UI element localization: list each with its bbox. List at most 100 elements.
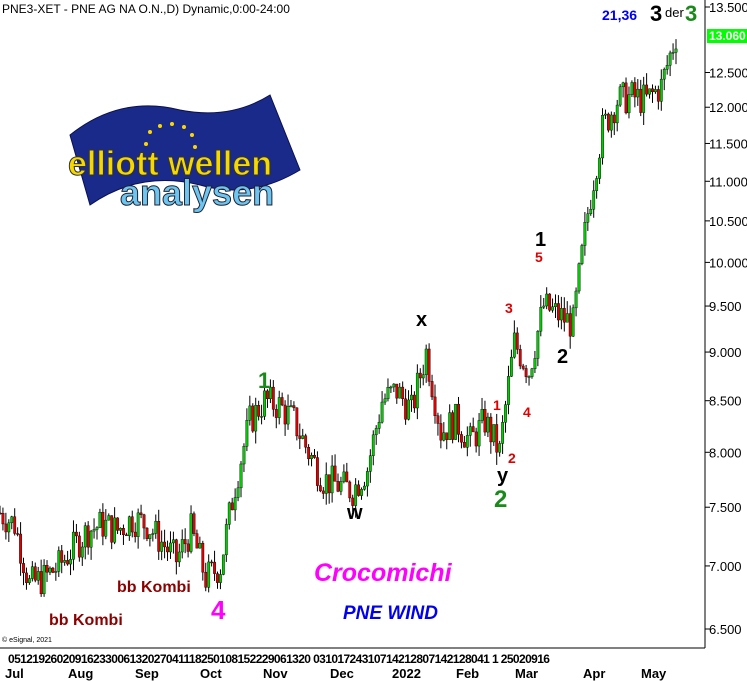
candle xyxy=(19,533,22,564)
day-tick-labels: 0512192602091623300613202704111825010815… xyxy=(8,652,550,666)
candle xyxy=(480,409,484,421)
y-tick-label: 13.500 xyxy=(709,0,747,15)
month-tick-label: Aug xyxy=(68,666,94,681)
candle xyxy=(442,432,446,441)
candle xyxy=(248,405,252,421)
candle xyxy=(63,560,67,563)
candle xyxy=(510,356,513,377)
candle xyxy=(42,565,46,595)
candle xyxy=(471,426,475,433)
candle xyxy=(383,398,387,403)
wave-label-w: w xyxy=(347,502,363,524)
candle xyxy=(448,412,452,440)
candle xyxy=(389,386,393,389)
candle xyxy=(371,434,375,456)
candle xyxy=(595,178,599,191)
candle xyxy=(269,386,272,400)
candle xyxy=(172,539,175,544)
candle xyxy=(7,522,11,533)
candle xyxy=(245,420,249,447)
candle xyxy=(607,113,610,131)
y-tick-label: 12.500 xyxy=(709,65,747,80)
candle xyxy=(60,550,64,563)
candle xyxy=(495,424,499,453)
candle xyxy=(462,442,466,448)
candle xyxy=(574,290,578,309)
candle xyxy=(404,398,407,420)
candle xyxy=(436,415,440,424)
candle xyxy=(69,559,72,565)
candle xyxy=(439,423,443,441)
candle xyxy=(583,222,587,246)
candle xyxy=(662,69,666,80)
candle xyxy=(257,405,261,417)
candle xyxy=(304,435,308,448)
candle xyxy=(357,484,360,496)
candle xyxy=(260,416,263,418)
candle xyxy=(348,481,352,499)
candle xyxy=(119,528,122,531)
candle xyxy=(624,82,628,114)
candle xyxy=(339,481,343,492)
candle xyxy=(25,572,28,583)
candle xyxy=(489,416,493,443)
candle xyxy=(254,405,258,432)
candle xyxy=(80,546,84,558)
candle xyxy=(345,471,349,483)
stock-name-label: PNE WIND xyxy=(343,603,438,624)
candle xyxy=(515,332,519,350)
candle xyxy=(201,542,205,573)
candle xyxy=(427,348,431,382)
candle xyxy=(330,465,334,494)
candle xyxy=(207,561,211,588)
y-tick-label: 10.500 xyxy=(709,214,747,229)
candle xyxy=(239,463,243,489)
candle xyxy=(89,530,93,548)
candle xyxy=(665,65,669,70)
candle xyxy=(651,88,654,93)
value-label: 21,36 xyxy=(602,7,638,23)
candle xyxy=(548,293,552,311)
candle xyxy=(139,512,143,515)
candle xyxy=(627,94,631,114)
candle xyxy=(401,386,405,400)
candle xyxy=(48,567,52,573)
candle xyxy=(577,263,581,292)
candle xyxy=(568,313,572,337)
candle xyxy=(277,397,281,418)
month-tick-label: Dec xyxy=(330,666,354,681)
y-tick-label: 8.000 xyxy=(709,445,742,460)
candle xyxy=(639,88,643,113)
candle xyxy=(230,502,234,511)
wave-label-green-1: 1 xyxy=(258,368,271,393)
candle xyxy=(116,517,119,531)
candle xyxy=(27,578,31,583)
candle xyxy=(659,78,663,102)
candle xyxy=(674,48,678,53)
candle xyxy=(536,330,540,359)
candle xyxy=(477,420,481,447)
candle xyxy=(612,114,616,124)
candle xyxy=(565,313,569,323)
wave-label-red-3: 3 xyxy=(505,300,513,316)
wave-label-red-5: 5 xyxy=(535,249,543,265)
wave-label-y: y xyxy=(497,465,509,487)
candle xyxy=(380,401,384,423)
candle xyxy=(562,308,566,323)
candle xyxy=(298,435,302,439)
candle xyxy=(1,513,5,525)
wave-label-red-4: 4 xyxy=(523,404,531,420)
candle xyxy=(224,524,228,556)
candle xyxy=(609,114,613,131)
month-tick-label: Jul xyxy=(5,666,24,681)
wave-label-3: 3 xyxy=(650,1,663,26)
candle xyxy=(283,404,287,425)
candle xyxy=(242,446,246,465)
month-tick-label: Mar xyxy=(515,666,539,681)
candle xyxy=(51,567,55,573)
candle xyxy=(360,489,363,496)
candle xyxy=(157,520,161,552)
candle xyxy=(124,534,128,537)
candle xyxy=(554,303,557,307)
candle xyxy=(92,529,96,532)
